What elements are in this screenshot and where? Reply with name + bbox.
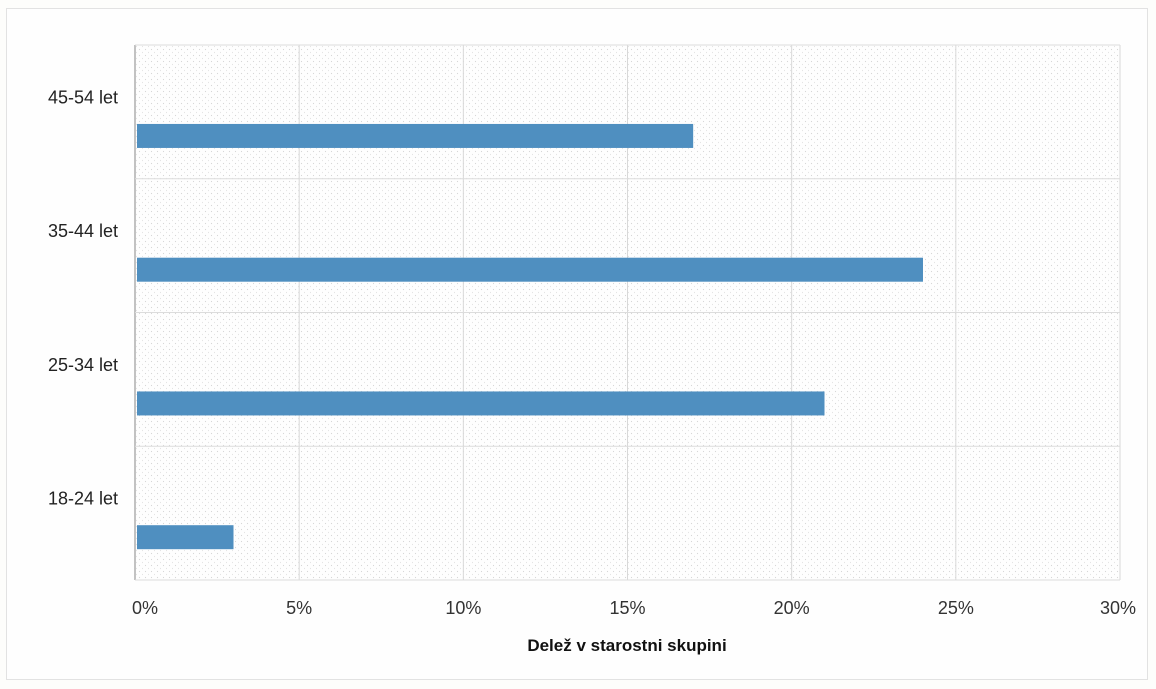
category-label: 25-34 let	[48, 355, 118, 375]
x-tick-label: 30%	[1100, 598, 1136, 618]
x-tick-label: 15%	[609, 598, 645, 618]
category-labels: 18-24 let 25-34 let 35-44 let 45-54 let	[48, 87, 118, 508]
x-tick-label: 5%	[286, 598, 312, 618]
bar	[137, 257, 923, 282]
x-tick-label: 0%	[132, 598, 158, 618]
category-label: 18-24 let	[48, 489, 118, 509]
bar	[137, 525, 234, 550]
category-label: 45-54 let	[48, 87, 118, 107]
gridlines	[134, 44, 1121, 581]
x-tick-label: 25%	[938, 598, 974, 618]
x-tick-label: 10%	[445, 598, 481, 618]
bar	[137, 391, 825, 416]
x-axis-title: Delež v starostni skupini	[527, 636, 726, 655]
category-label: 35-44 let	[48, 221, 118, 241]
bars	[137, 123, 923, 550]
bar	[137, 123, 694, 148]
x-tick-labels: 0% 5% 10% 15% 20% 25% 30%	[132, 598, 1136, 618]
x-tick-label: 20%	[774, 598, 810, 618]
